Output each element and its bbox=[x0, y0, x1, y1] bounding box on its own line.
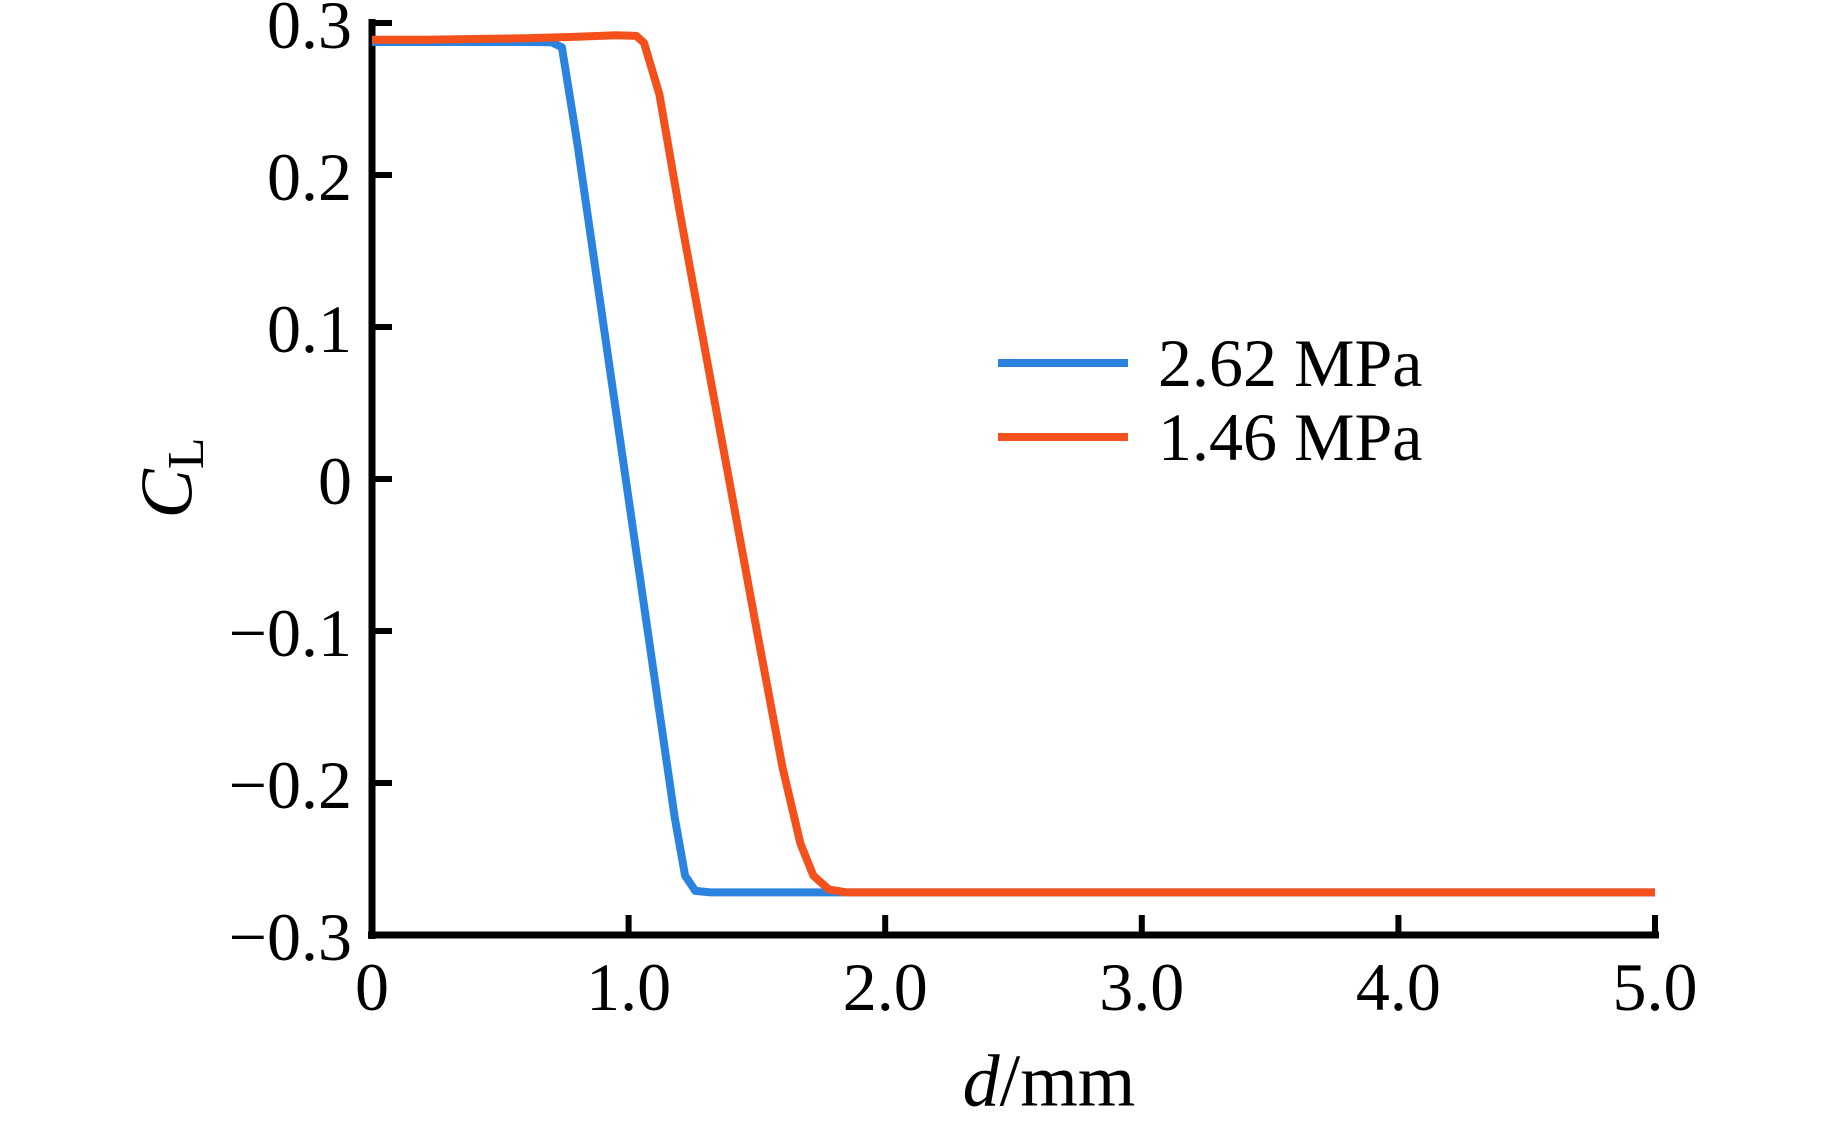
legend-item-146mpa: 1.46 MPa bbox=[998, 400, 1422, 474]
y-tick-label: 0 bbox=[318, 443, 352, 519]
y-axis-label-symbol: C bbox=[126, 469, 209, 519]
legend-label: 1.46 MPa bbox=[1158, 399, 1423, 475]
x-tick-label: 2.0 bbox=[843, 949, 928, 1025]
legend-item-262mpa: 2.62 MPa bbox=[998, 326, 1422, 400]
legend-line-swatch-orange bbox=[998, 433, 1128, 441]
y-tick-label: −0.1 bbox=[229, 595, 352, 671]
x-tick-label: 5.0 bbox=[1613, 949, 1698, 1025]
y-tick-label: 0.3 bbox=[267, 0, 352, 63]
y-axis-label-subscript: L bbox=[157, 437, 215, 470]
y-tick-label: −0.3 bbox=[229, 899, 352, 975]
x-tick-label: 4.0 bbox=[1356, 949, 1441, 1025]
x-tick-label: 0 bbox=[355, 949, 389, 1025]
y-tick-label: 0.2 bbox=[267, 139, 352, 215]
y-axis-label: CL bbox=[126, 438, 215, 519]
x-axis-label-symbol: d bbox=[962, 1040, 1000, 1123]
x-tick-label: 3.0 bbox=[1099, 949, 1184, 1025]
y-tick-label: 0.1 bbox=[267, 291, 352, 367]
x-axis-label-unit: /mm bbox=[999, 1040, 1136, 1123]
legend-label: 2.62 MPa bbox=[1158, 325, 1423, 401]
legend: 2.62 MPa 1.46 MPa bbox=[998, 326, 1422, 474]
legend-line-swatch-blue bbox=[998, 359, 1128, 367]
x-tick-label: 1.0 bbox=[586, 949, 671, 1025]
y-tick-label: −0.2 bbox=[229, 747, 352, 823]
x-axis-label: d/mm bbox=[963, 1040, 1136, 1125]
series-line-1-46-mpa bbox=[372, 31, 1655, 897]
